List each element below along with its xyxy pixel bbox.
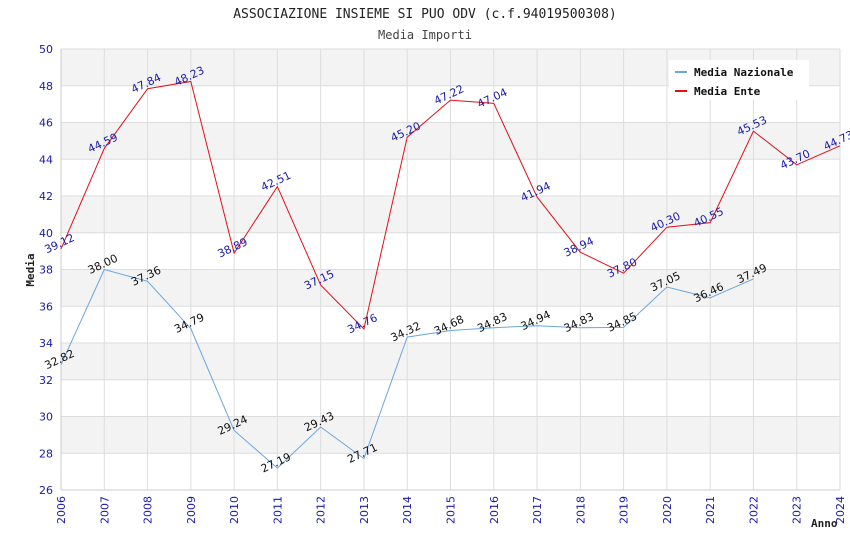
x-tick-label: 2015 [445,496,458,524]
x-tick-label: 2009 [185,496,198,524]
y-tick-label: 40 [39,227,53,240]
chart-title: ASSOCIAZIONE INSIEME SI PUO ODV (c.f.940… [233,7,617,22]
x-axis-label: Anno [811,517,838,530]
y-tick-label: 36 [39,300,53,313]
x-tick-label: 2014 [401,496,414,524]
x-tick-label: 2008 [142,496,155,524]
y-tick-label: 44 [39,153,53,166]
legend-label: Media Ente [694,85,761,98]
x-tick-label: 2011 [271,496,284,524]
series-line-media-nazionale [60,268,754,469]
x-tick-label: 2023 [791,496,804,524]
y-tick-label: 32 [39,374,53,387]
x-tick-label: 2006 [55,496,68,524]
y-tick-label: 50 [39,43,53,56]
series-group [60,80,841,469]
x-tick-label: 2010 [228,496,241,524]
legend-box [669,60,809,100]
y-tick-label: 26 [39,484,53,497]
y-tick-label: 42 [39,190,53,203]
y-tick-labels: 26 28 30 32 34 36 38 40 42 44 46 48 50 [39,43,53,497]
x-tick-label: 2012 [315,496,328,524]
chart-subtitle: Media Importi [378,28,472,42]
x-tick-label: 2007 [98,496,111,524]
x-tick-label: 2018 [574,496,587,524]
x-tick-label: 2017 [531,496,544,524]
series-line-media-ente [60,80,841,331]
x-tick-label: 2021 [704,496,717,524]
x-tick-label: 2024 [834,496,847,524]
y-tick-label: 38 [39,264,53,277]
legend: Media Nazionale Media Ente [669,60,809,100]
y-axis-label: Media [24,253,37,286]
legend-label: Media Nazionale [694,66,794,79]
x-tick-label: 2020 [661,496,674,524]
y-tick-label: 48 [39,80,53,93]
x-tick-label: 2013 [358,496,371,524]
y-tick-label: 34 [39,337,53,350]
x-tick-label: 2019 [618,496,631,524]
y-tick-label: 30 [39,411,53,424]
x-tick-labels: 2006 2007 2008 2009 2010 2011 2012 2013 2014 2015… [55,496,847,524]
y-tick-label: 28 [39,447,53,460]
y-tick-label: 46 [39,117,53,130]
x-tick-label: 2016 [488,496,501,524]
x-tick-label: 2022 [747,496,760,524]
